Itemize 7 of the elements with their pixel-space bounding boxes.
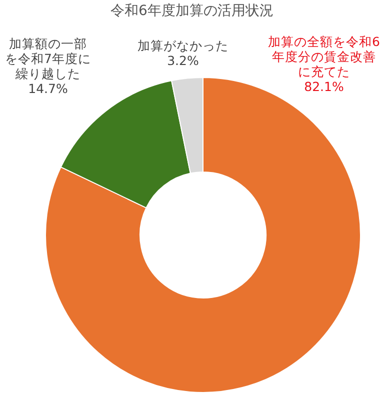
chart-title: 令和6年度加算の活用状況 [110, 2, 274, 20]
slice-label: 加算額の一部を令和7年度に繰り越した [5, 36, 91, 81]
data-label: 14.7% [28, 81, 68, 96]
slice-label: 加算がなかった [138, 38, 228, 53]
slice-label: 加算の全額を令和6年度分の賃金改善に充てた [268, 34, 380, 79]
data-label: 3.2% [167, 53, 199, 68]
data-label: 82.1% [304, 79, 344, 94]
